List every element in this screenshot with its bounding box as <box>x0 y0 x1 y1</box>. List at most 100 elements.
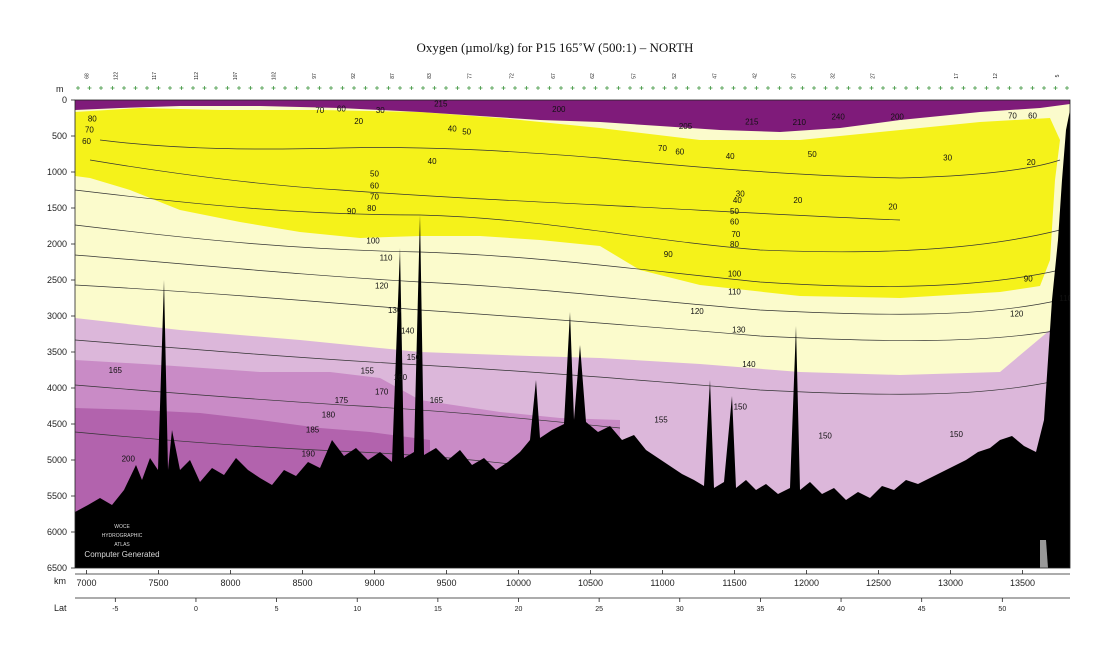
station-marker <box>639 86 644 90</box>
y-tick-label: 2500 <box>47 275 67 285</box>
station-marker <box>973 86 977 90</box>
contour-label: 110 <box>1059 294 1072 303</box>
contour-label: 240 <box>831 112 845 121</box>
contour-label: 20 <box>1027 158 1036 167</box>
station-label: 5 <box>1055 74 1061 77</box>
lat-tick-label: 25 <box>595 606 603 613</box>
station-label: 42 <box>753 73 759 79</box>
lat-tick-label: 0 <box>194 606 198 613</box>
station-marker <box>352 86 356 90</box>
station-marker <box>743 86 747 90</box>
lat-tick-label: -5 <box>112 606 118 613</box>
x-tick-label: 12500 <box>866 578 891 588</box>
contour-label: 155 <box>361 367 375 376</box>
x-axis: 7000 7500 8000 8500 9000 9500 10000 10500 11000 1… <box>75 570 1070 588</box>
watermark-line-3: ATLAS <box>114 542 130 548</box>
station-marker <box>651 86 655 90</box>
station-marker <box>214 86 218 90</box>
contour-label: 120 <box>375 282 389 291</box>
station-marker <box>582 86 586 90</box>
station-marker <box>559 86 563 90</box>
station-marker <box>605 86 609 90</box>
station-label: 27 <box>871 73 877 79</box>
station-marker <box>133 86 138 90</box>
station-marker <box>513 86 517 90</box>
y-tick-label: 0 <box>62 95 67 105</box>
station-marker <box>961 86 966 90</box>
station-marker <box>720 86 724 90</box>
station-marker <box>904 86 908 90</box>
contour-label: 165 <box>430 396 444 405</box>
contour-label: 175 <box>335 396 349 405</box>
contour-label: 40 <box>726 152 735 161</box>
station-label: 67 <box>551 73 557 79</box>
contour-label: 80 <box>88 115 97 124</box>
station-label: 72 <box>509 73 515 79</box>
lat-tick-label: 35 <box>757 606 765 613</box>
station-marker <box>800 86 805 90</box>
station-marker <box>191 86 195 90</box>
lat-tick-label: 5 <box>275 606 279 613</box>
station-marker <box>835 86 839 90</box>
station-marker <box>317 86 322 90</box>
contour-label: 170 <box>375 387 389 396</box>
station-marker <box>1019 86 1023 90</box>
station-marker <box>950 86 954 90</box>
x-tick-label: 9500 <box>436 578 456 588</box>
contour-label: 60 <box>730 218 739 227</box>
station-label: 92 <box>351 73 357 79</box>
station-marker <box>1007 86 1012 90</box>
station-marker <box>294 86 299 90</box>
contour-label: 90 <box>1024 274 1033 283</box>
station-marker <box>881 86 885 90</box>
contour-label: 165 <box>109 366 123 375</box>
contour-label: 100 <box>728 269 742 278</box>
contour-label: 70 <box>731 230 740 239</box>
station-marker <box>156 86 161 90</box>
station-marker <box>628 86 632 90</box>
chart-title: Oxygen (µmol/kg) for P15 165˚W (500:1) –… <box>416 40 694 55</box>
station-marker <box>363 86 368 90</box>
station-marker <box>938 86 943 90</box>
isoline-2 <box>75 224 1061 287</box>
lat-tick-label: 20 <box>515 606 523 613</box>
station-marker <box>76 86 80 90</box>
contour-label: 140 <box>401 326 415 335</box>
y-tick-label: 3500 <box>47 347 67 357</box>
contour-label: 110 <box>380 254 393 263</box>
station-marker <box>869 86 874 90</box>
station-label: 87 <box>390 73 396 79</box>
station-marker <box>444 86 448 90</box>
y-tick-label: 5000 <box>47 455 67 465</box>
station-marker <box>570 86 575 90</box>
station-marker <box>283 86 287 90</box>
watermark-line-2: HYDROGRAPHIC <box>102 533 143 539</box>
x-tick-label: 8500 <box>292 578 312 588</box>
station-marker <box>237 86 241 90</box>
station-marker <box>409 86 414 90</box>
contour-label: 40 <box>448 125 457 134</box>
station-marker <box>455 86 460 90</box>
contour-label: 185 <box>306 426 320 435</box>
station-ticks: 68 122 117 112 107 102 97 92 87 83 77 72 67 62 57 52 47 4… <box>76 72 1069 90</box>
contour-label: 120 <box>690 307 704 316</box>
contour-label: 80 <box>367 204 376 213</box>
station-marker <box>996 86 1000 90</box>
station-marker <box>1042 86 1046 90</box>
station-marker <box>168 86 172 90</box>
contour-label: 110 <box>728 287 741 296</box>
x-tick-label: 10000 <box>506 578 531 588</box>
y-tick-label: 2000 <box>47 239 67 249</box>
station-marker <box>271 86 276 90</box>
contour-label: 80 <box>730 240 739 249</box>
contour-label: 120 <box>1010 310 1024 319</box>
y-axis: 0 500 1000 1500 2000 2500 3000 3500 4000 4500 5000… <box>47 95 75 573</box>
y-tick-label: 5500 <box>47 491 67 501</box>
contour-label: 180 <box>322 411 336 420</box>
y-tick-label: 500 <box>52 131 67 141</box>
contour-label: 100 <box>366 236 380 245</box>
lat-tick-label: 10 <box>353 606 361 613</box>
station-marker <box>421 86 425 90</box>
contour-label: 130 <box>388 306 402 315</box>
